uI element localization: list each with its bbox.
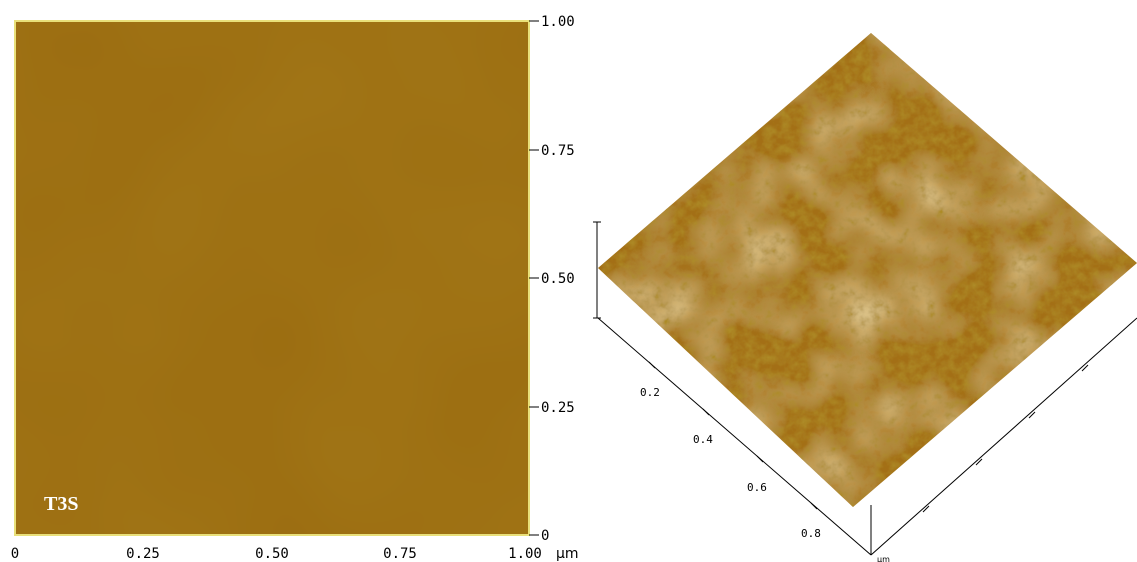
x-tick-label: 0.50 [255, 546, 289, 562]
right-edge-ticks [922, 364, 1089, 513]
x-tick-label: 0.25 [126, 546, 160, 562]
x-tick-label: 1.00 [508, 546, 542, 562]
y-tick-label: 0 [541, 528, 549, 544]
axis-3d-tick-label: 0.2 [640, 386, 660, 399]
sample-label: T3S [44, 493, 78, 515]
x-tick-label: 0 [11, 546, 19, 562]
x-axis: 0 0.25 0.50 0.75 1.00 µm [11, 546, 579, 562]
y-tick-label: 0.25 [541, 400, 575, 416]
afm-2d-texture [15, 21, 529, 535]
axis-3d-tick-label: 0.8 [801, 527, 821, 540]
y-tick-label: 0.50 [541, 271, 575, 287]
left-edge-ticks: 0.2 0.4 0.6 0.8 [640, 361, 821, 540]
y-axis: 1.00 0.75 0.50 0.25 0 [529, 14, 575, 544]
x-tick-label: 0.75 [383, 546, 417, 562]
afm-3d-texture [598, 33, 1137, 507]
y-tick-label: 1.00 [541, 14, 575, 30]
base-edge-left [597, 317, 872, 556]
afm-3d-view: 0.2 0.4 0.6 0.8 µm [593, 33, 1137, 562]
y-tick-label: 0.75 [541, 143, 575, 159]
x-unit-label: µm [556, 546, 579, 562]
afm-2d-image: T3S [14, 20, 530, 536]
base-edge-right [870, 317, 1137, 556]
axis-3d-tick-label: 0.4 [693, 433, 713, 446]
axis-3d-unit: µm [877, 555, 890, 562]
axis-3d-tick-label: 0.6 [747, 481, 767, 494]
